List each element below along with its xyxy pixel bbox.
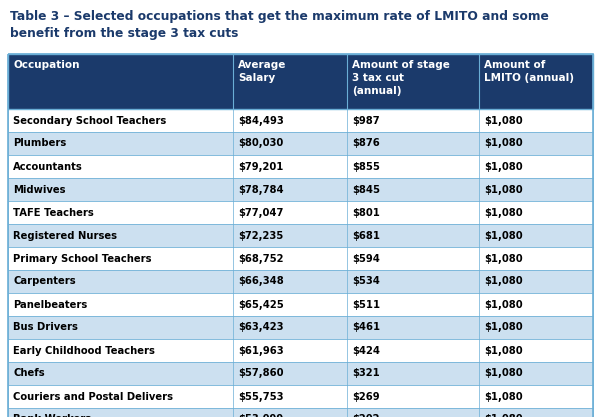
Text: $72,235: $72,235: [238, 231, 284, 241]
Text: $202: $202: [352, 414, 380, 417]
Text: Midwives: Midwives: [13, 184, 66, 194]
Text: $534: $534: [352, 276, 380, 286]
Text: $65,425: $65,425: [238, 299, 284, 309]
Text: $77,047: $77,047: [238, 208, 284, 218]
Text: $1,080: $1,080: [484, 138, 522, 148]
Text: $511: $511: [352, 299, 380, 309]
Text: $1,080: $1,080: [484, 369, 522, 379]
Text: $63,423: $63,423: [238, 322, 284, 332]
Text: $1,080: $1,080: [484, 116, 522, 126]
Text: $68,752: $68,752: [238, 254, 284, 264]
Text: $876: $876: [352, 138, 380, 148]
Text: Amount of
LMITO (annual): Amount of LMITO (annual): [484, 60, 574, 83]
Bar: [8, 316, 593, 339]
Bar: [8, 247, 593, 270]
Text: $1,080: $1,080: [484, 208, 522, 218]
Bar: [8, 362, 593, 385]
Text: $1,080: $1,080: [484, 414, 522, 417]
Text: $987: $987: [352, 116, 380, 126]
Text: $78,784: $78,784: [238, 184, 284, 194]
Text: $461: $461: [352, 322, 380, 332]
Bar: [8, 201, 593, 224]
Text: $1,080: $1,080: [484, 161, 522, 171]
Text: Occupation: Occupation: [13, 60, 79, 70]
Text: $321: $321: [352, 369, 380, 379]
Text: $1,080: $1,080: [484, 392, 522, 402]
Bar: [8, 339, 593, 362]
Text: $424: $424: [352, 346, 380, 356]
Text: Accountants: Accountants: [13, 161, 83, 171]
Text: $1,080: $1,080: [484, 276, 522, 286]
Text: Registered Nurses: Registered Nurses: [13, 231, 117, 241]
Bar: [8, 155, 593, 178]
Text: $801: $801: [352, 208, 380, 218]
Text: $855: $855: [352, 161, 380, 171]
Text: $269: $269: [352, 392, 380, 402]
Bar: [8, 385, 593, 408]
Text: Amount of stage
3 tax cut
(annual): Amount of stage 3 tax cut (annual): [352, 60, 450, 95]
Text: $57,860: $57,860: [238, 369, 284, 379]
Text: Early Childhood Teachers: Early Childhood Teachers: [13, 346, 155, 356]
Text: $1,080: $1,080: [484, 299, 522, 309]
Text: Bank Workers: Bank Workers: [13, 414, 91, 417]
Text: Secondary School Teachers: Secondary School Teachers: [13, 116, 166, 126]
Text: $79,201: $79,201: [238, 161, 284, 171]
Bar: [8, 293, 593, 316]
Text: Couriers and Postal Delivers: Couriers and Postal Delivers: [13, 392, 173, 402]
Text: $53,099: $53,099: [238, 414, 284, 417]
Bar: [8, 109, 593, 132]
Text: Table 3 – Selected occupations that get the maximum rate of LMITO and some: Table 3 – Selected occupations that get …: [10, 10, 549, 23]
Text: $61,963: $61,963: [238, 346, 284, 356]
Text: $55,753: $55,753: [238, 392, 284, 402]
Text: $1,080: $1,080: [484, 184, 522, 194]
Text: $66,348: $66,348: [238, 276, 284, 286]
Bar: [8, 132, 593, 155]
Bar: [8, 224, 593, 247]
Text: $80,030: $80,030: [238, 138, 284, 148]
Text: Panelbeaters: Panelbeaters: [13, 299, 87, 309]
Text: $1,080: $1,080: [484, 346, 522, 356]
Bar: [8, 408, 593, 417]
Text: $845: $845: [352, 184, 380, 194]
Text: $1,080: $1,080: [484, 254, 522, 264]
Text: Carpenters: Carpenters: [13, 276, 76, 286]
Bar: [8, 178, 593, 201]
Bar: [8, 270, 593, 293]
Text: Plumbers: Plumbers: [13, 138, 66, 148]
Text: Average
Salary: Average Salary: [238, 60, 287, 83]
Text: TAFE Teachers: TAFE Teachers: [13, 208, 94, 218]
Text: Primary School Teachers: Primary School Teachers: [13, 254, 151, 264]
Text: benefit from the stage 3 tax cuts: benefit from the stage 3 tax cuts: [10, 27, 239, 40]
Text: $84,493: $84,493: [238, 116, 284, 126]
Text: $681: $681: [352, 231, 380, 241]
Text: Bus Drivers: Bus Drivers: [13, 322, 78, 332]
Bar: [8, 54, 593, 109]
Text: $594: $594: [352, 254, 380, 264]
Text: $1,080: $1,080: [484, 231, 522, 241]
Text: $1,080: $1,080: [484, 322, 522, 332]
Text: Chefs: Chefs: [13, 369, 44, 379]
